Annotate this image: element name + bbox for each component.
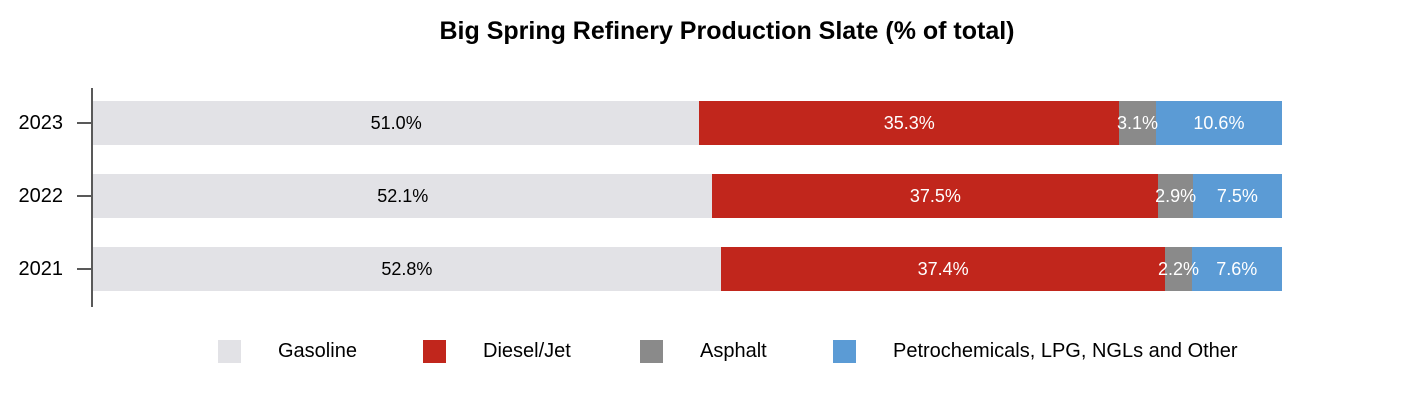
axis-tick xyxy=(77,268,91,270)
segment-value-label: 52.1% xyxy=(377,185,429,206)
bar-row-2021: 2021 52.8% 37.4% 2.2% 7.6% xyxy=(0,247,1424,291)
bar-segment-petrochemicals-lpg-ngls-and-other: 7.5% xyxy=(1192,174,1282,218)
category-label-2021: 2021 xyxy=(18,258,64,280)
stacked-bar-2022: 52.1% 37.5% 2.9% 7.5% xyxy=(93,174,1282,218)
y-axis-line xyxy=(91,88,93,307)
segment-value-label: 2.2% xyxy=(1158,258,1200,279)
bar-segment-diesel-jet: 35.3% xyxy=(699,101,1120,145)
category-label-2023: 2023 xyxy=(18,112,64,134)
bar-row-2022: 2022 52.1% 37.5% 2.9% 7.5% xyxy=(0,174,1424,218)
segment-value-label: 10.6% xyxy=(1193,112,1245,133)
chart-title: Big Spring Refinery Production Slate (% … xyxy=(439,17,1015,45)
legend-item-gasoline: Gasoline xyxy=(218,340,357,363)
legend-swatch-icon xyxy=(833,340,856,363)
legend-label: Asphalt xyxy=(700,340,767,362)
axis-tick xyxy=(77,122,91,124)
legend-item-petrochemicals-lpg-ngls-and-other: Petrochemicals, LPG, NGLs and Other xyxy=(833,340,1238,363)
segment-value-label: 37.5% xyxy=(909,185,961,206)
legend-swatch-icon xyxy=(423,340,446,363)
bar-row-2023: 2023 51.0% 35.3% 3.1% 10.6% xyxy=(0,101,1424,145)
bar-segment-petrochemicals-lpg-ngls-and-other: 10.6% xyxy=(1155,101,1282,145)
axis-tick xyxy=(77,195,91,197)
segment-value-label: 7.5% xyxy=(1216,185,1258,206)
segment-value-label: 7.6% xyxy=(1216,258,1258,279)
legend-swatch-icon xyxy=(218,340,241,363)
bar-segment-gasoline: 52.8% xyxy=(93,247,721,291)
bar-segment-petrochemicals-lpg-ngls-and-other: 7.6% xyxy=(1191,247,1282,291)
legend-item-asphalt: Asphalt xyxy=(640,340,767,363)
category-label-2022: 2022 xyxy=(18,185,64,207)
segment-value-label: 37.4% xyxy=(917,258,969,279)
legend-swatch-icon xyxy=(640,340,663,363)
bar-segment-gasoline: 51.0% xyxy=(93,101,700,145)
segment-value-label: 51.0% xyxy=(370,112,422,133)
legend-label: Petrochemicals, LPG, NGLs and Other xyxy=(893,340,1238,362)
legend-item-diesel-jet: Diesel/Jet xyxy=(423,340,571,363)
legend: Gasoline Diesel/Jet Asphalt Petrochemicals,… xyxy=(0,340,1424,370)
bar-segment-gasoline: 52.1% xyxy=(93,174,713,218)
legend-label: Diesel/Jet xyxy=(483,340,571,362)
bar-segment-asphalt: 3.1% xyxy=(1116,101,1159,145)
stacked-bar-2021: 52.8% 37.4% 2.2% 7.6% xyxy=(93,247,1282,291)
stacked-bar-2023: 51.0% 35.3% 3.1% 10.6% xyxy=(93,101,1282,145)
segment-value-label: 35.3% xyxy=(883,112,935,133)
bar-segment-diesel-jet: 37.5% xyxy=(712,174,1159,218)
segment-value-label: 52.8% xyxy=(381,258,433,279)
segment-value-label: 3.1% xyxy=(1116,112,1159,133)
bar-segment-asphalt: 2.2% xyxy=(1158,247,1199,291)
legend-label: Gasoline xyxy=(278,340,357,362)
segment-value-label: 2.9% xyxy=(1155,185,1197,206)
bar-segment-diesel-jet: 37.4% xyxy=(720,247,1166,291)
bar-segment-asphalt: 2.9% xyxy=(1155,174,1196,218)
